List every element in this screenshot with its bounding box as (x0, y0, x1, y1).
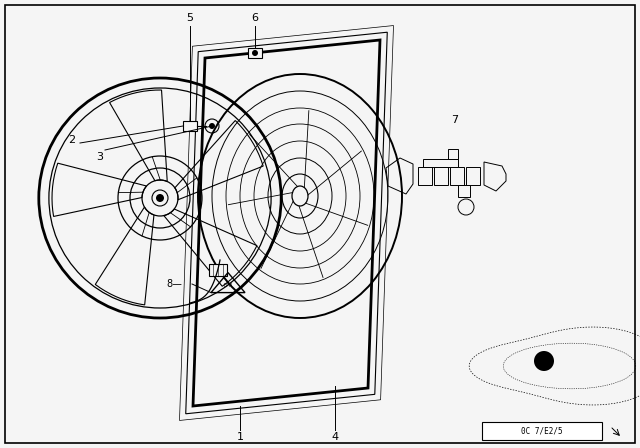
Text: 6: 6 (252, 13, 259, 23)
Bar (466, 167, 480, 185)
Bar (248, 48, 262, 58)
Bar (448, 149, 458, 159)
Bar (434, 167, 448, 185)
Bar (450, 167, 464, 185)
Bar (458, 185, 470, 197)
Circle shape (252, 50, 258, 56)
Text: 4: 4 (332, 432, 339, 442)
Bar (418, 167, 432, 185)
Bar (183, 121, 197, 131)
Text: 1: 1 (237, 432, 243, 442)
Text: 0C 7/E2/5: 0C 7/E2/5 (521, 426, 563, 435)
Text: 3: 3 (97, 152, 104, 162)
Circle shape (209, 123, 215, 129)
Text: 2: 2 (68, 135, 76, 145)
Text: 8—: 8— (166, 279, 182, 289)
Text: EPR: EPR (223, 283, 233, 288)
Bar (482, 422, 602, 440)
Circle shape (156, 194, 164, 202)
Text: 5: 5 (186, 13, 193, 23)
Bar (209, 264, 227, 276)
Circle shape (534, 351, 554, 371)
Bar (423, 159, 458, 167)
Text: 7: 7 (451, 115, 459, 125)
